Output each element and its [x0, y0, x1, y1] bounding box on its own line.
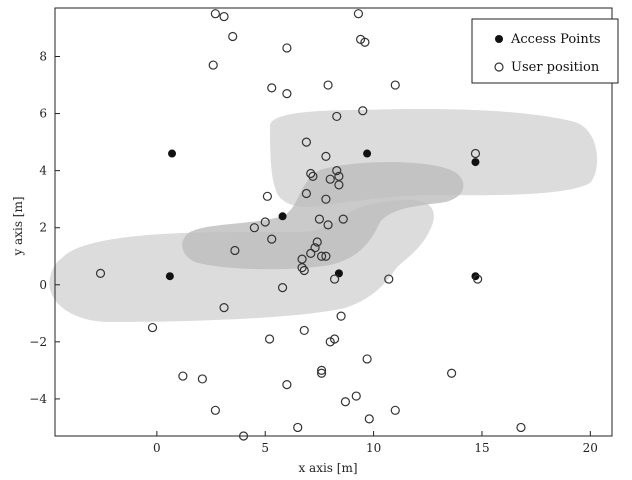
user-position-marker	[334, 180, 344, 190]
user-position-marker	[329, 274, 340, 284]
access-point-marker	[471, 158, 480, 167]
user-position-marker	[210, 405, 220, 415]
user-position-marker	[360, 37, 370, 47]
user-position-marker	[219, 11, 229, 22]
data-points	[95, 9, 526, 441]
user-position-marker	[267, 234, 277, 244]
user-position-marker	[316, 251, 327, 261]
access-point-marker	[165, 272, 174, 281]
user-position-marker	[210, 9, 220, 19]
user-position-marker	[516, 422, 526, 433]
user-position-marker	[362, 354, 372, 364]
user-position-marker	[230, 245, 240, 256]
access-point-marker	[334, 269, 343, 278]
legend: Access Points User position	[471, 18, 619, 84]
x-tick-label: 10	[366, 441, 381, 455]
user-position-marker	[321, 251, 331, 261]
user-position-marker	[364, 414, 374, 424]
user-position-marker	[470, 148, 481, 159]
user-position-marker	[282, 43, 292, 53]
user-position-marker	[473, 274, 483, 284]
user-position-marker	[260, 217, 270, 227]
user-position-marker	[314, 214, 325, 224]
user-position-marker	[323, 220, 333, 230]
user-position-marker	[390, 405, 400, 415]
user-position-marker	[336, 311, 346, 321]
user-position-marker	[340, 397, 351, 407]
access-point-marker	[168, 149, 177, 158]
user-position-marker	[323, 80, 333, 90]
user-position-marker	[384, 274, 394, 284]
user-position-marker	[282, 380, 292, 390]
user-position-marker	[325, 337, 335, 347]
user-position-marker	[353, 9, 364, 19]
user-position-marker	[306, 248, 316, 258]
user-position-marker	[282, 88, 292, 99]
coverage-regions	[49, 109, 598, 322]
y-tick-label: 4	[39, 164, 47, 178]
user-position-marker	[267, 83, 277, 93]
access-point-marker	[363, 149, 372, 158]
user-position-marker	[208, 60, 218, 70]
x-tick-label: 5	[261, 441, 269, 455]
access-point-marker	[278, 212, 287, 221]
user-position-marker	[228, 31, 238, 42]
user-position-marker	[297, 263, 307, 273]
x-tick-label: 20	[583, 441, 598, 455]
user-position-marker	[219, 303, 229, 313]
user-position-marker	[293, 422, 303, 433]
y-tick-label: 0	[39, 278, 47, 292]
user-position-marker	[262, 191, 272, 201]
user-position-marker	[249, 223, 259, 233]
user-position-marker	[312, 237, 322, 247]
user-position-marker	[358, 106, 368, 116]
user-position-marker	[338, 214, 348, 224]
coverage-region-center	[182, 162, 464, 270]
user-position-marker	[325, 174, 335, 184]
user-position-marker	[308, 171, 318, 181]
y-tick-label: −4	[29, 392, 47, 406]
x-axis-ticks: 0 5 10 15 20	[153, 431, 598, 455]
y-axis-ticks: −4 −2 0 2 4 6 8	[29, 50, 60, 406]
y-axis-label: y axis [m]	[11, 196, 25, 256]
plot-area-frame	[54, 7, 613, 437]
user-position-marker	[316, 368, 327, 378]
user-position-marker	[299, 325, 309, 336]
user-position-marker	[390, 80, 400, 90]
user-position-marker	[301, 137, 312, 147]
y-tick-label: 8	[39, 50, 47, 64]
legend-box	[471, 18, 619, 84]
legend-access-points-marker	[495, 35, 503, 43]
x-tick-label: 15	[474, 441, 489, 455]
legend-user-position-marker	[494, 62, 504, 72]
user-position-marker	[95, 268, 106, 278]
user-position-marker	[316, 365, 327, 375]
user-position-marker	[321, 151, 331, 161]
user-position-marker	[277, 283, 288, 293]
user-position-marker	[306, 168, 316, 179]
y-tick-label: −2	[29, 335, 47, 349]
user-position-marker	[301, 188, 312, 199]
user-position-marker	[447, 368, 457, 378]
user-position-marker	[332, 111, 342, 122]
user-position-marker	[310, 243, 320, 253]
user-position-marker	[299, 265, 309, 276]
user-position-marker	[264, 334, 275, 344]
legend-access-points-label: Access Points	[510, 32, 601, 47]
user-position-marker	[238, 431, 249, 441]
x-tick-label: 0	[153, 441, 161, 455]
user-position-marker	[197, 374, 207, 384]
user-position-marker	[147, 322, 158, 333]
y-tick-label: 6	[39, 107, 47, 121]
y-tick-label: 2	[39, 221, 47, 235]
user-position-marker	[351, 391, 361, 401]
user-position-marker	[178, 371, 188, 381]
legend-user-position-label: User position	[511, 60, 600, 75]
user-position-marker	[332, 166, 342, 176]
user-position-marker	[321, 194, 331, 204]
x-axis-label: x axis [m]	[298, 461, 357, 475]
